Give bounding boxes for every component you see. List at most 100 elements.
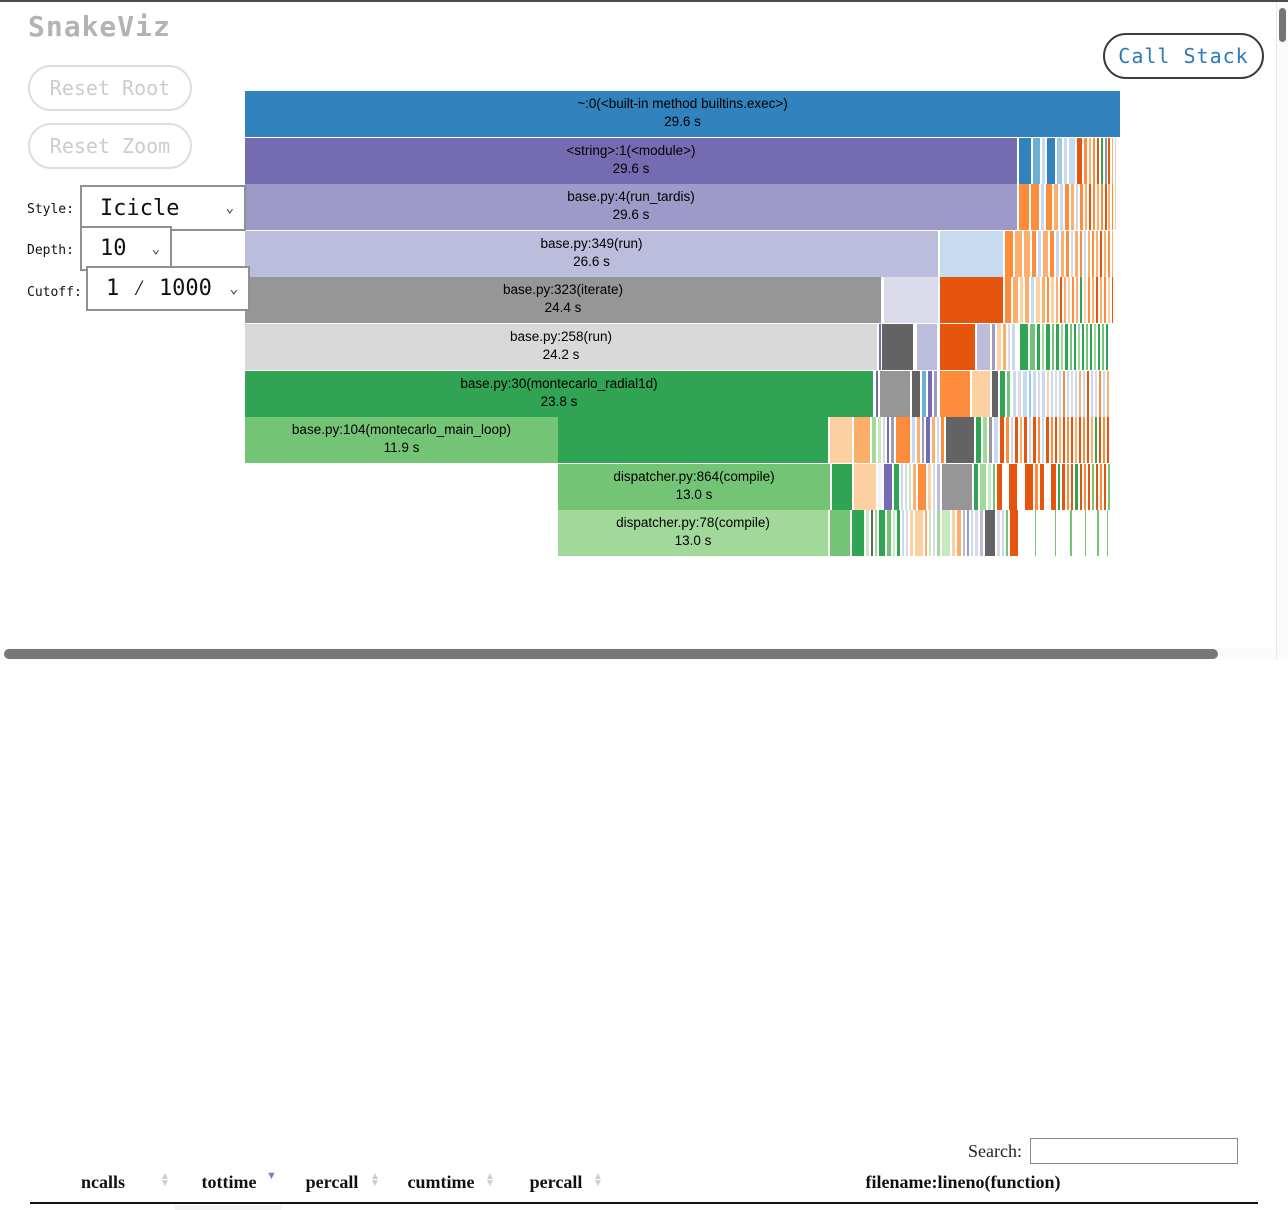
- icicle-cell-fragment[interactable]: [1042, 324, 1044, 370]
- icicle-cell-fragment[interactable]: [942, 464, 972, 510]
- icicle-cell-fragment[interactable]: [994, 417, 998, 463]
- icicle-cell-fragment[interactable]: [1006, 417, 1009, 463]
- icicle-cell-fragment[interactable]: [1112, 184, 1113, 230]
- icicle-cell-fragment[interactable]: [1038, 231, 1041, 277]
- icicle-cell-fragment[interactable]: [1065, 184, 1069, 230]
- icicle-cell-fragment[interactable]: [878, 464, 882, 510]
- icicle-cell-fragment[interactable]: [940, 324, 975, 370]
- icicle-cell[interactable]: dispatcher.py:864(compile) 13.0 s: [558, 464, 830, 510]
- icicle-cell-fragment[interactable]: [1087, 371, 1089, 417]
- icicle-cell-fragment[interactable]: [1005, 231, 1013, 277]
- icicle-cell-fragment[interactable]: [946, 417, 974, 463]
- horizontal-scrollbar-thumb[interactable]: [4, 649, 1218, 659]
- icicle-cell-fragment[interactable]: [1076, 184, 1078, 230]
- icicle-cell-fragment[interactable]: [1107, 510, 1108, 556]
- icicle-cell-fragment[interactable]: [1020, 324, 1028, 370]
- icicle-cell-fragment[interactable]: [1091, 371, 1093, 417]
- icicle-cell-fragment[interactable]: [1084, 277, 1086, 323]
- icicle-cell-fragment[interactable]: [972, 371, 990, 417]
- icicle-cell-fragment[interactable]: [1068, 277, 1070, 323]
- column-header-percall[interactable]: percall: [436, 1167, 676, 1197]
- icicle-cell-fragment[interactable]: [1038, 417, 1040, 463]
- icicle-cell-fragment[interactable]: [902, 510, 904, 556]
- icicle-cell-fragment[interactable]: [1072, 277, 1074, 323]
- icicle-cell-fragment[interactable]: [830, 510, 850, 556]
- icicle-cell-fragment[interactable]: [1075, 417, 1077, 463]
- icicle-cell[interactable]: base.py:104(montecarlo_main_loop) 11.9 s: [245, 417, 558, 463]
- icicle-cell-fragment[interactable]: [1025, 464, 1033, 510]
- icicle-cell-fragment[interactable]: [1108, 277, 1110, 323]
- icicle-cell-fragment[interactable]: [985, 510, 995, 556]
- icicle-cell-fragment[interactable]: [963, 510, 965, 556]
- icicle-cell-fragment[interactable]: [1102, 324, 1104, 370]
- call-stack-button[interactable]: Call Stack: [1103, 33, 1264, 79]
- icicle-cell-fragment[interactable]: [1033, 138, 1040, 184]
- icicle-cell-fragment[interactable]: [1107, 371, 1109, 417]
- icicle-cell-fragment[interactable]: [1075, 371, 1077, 417]
- icicle-cell-fragment[interactable]: [1080, 231, 1082, 277]
- icicle-cell-fragment[interactable]: [1042, 138, 1045, 184]
- icicle-cell-fragment[interactable]: [1029, 371, 1031, 417]
- icicle-cell-fragment[interactable]: [1064, 277, 1066, 323]
- icicle-cell-fragment[interactable]: [974, 464, 978, 510]
- icicle-cell-fragment[interactable]: [1099, 371, 1101, 417]
- icicle-cell-fragment[interactable]: [934, 371, 937, 417]
- icicle-cell-fragment[interactable]: [1076, 277, 1078, 323]
- icicle-cell-fragment[interactable]: [937, 417, 939, 463]
- icicle-cell-fragment[interactable]: [1031, 184, 1039, 230]
- icicle-cell-fragment[interactable]: [1040, 464, 1044, 510]
- icicle-cell-fragment[interactable]: [1024, 231, 1030, 277]
- icicle-cell-fragment[interactable]: [1060, 184, 1063, 230]
- icicle-cell-fragment[interactable]: [980, 510, 983, 556]
- icicle-cell-fragment[interactable]: [1054, 184, 1058, 230]
- icicle-cell-fragment[interactable]: [912, 417, 915, 463]
- icicle-cell-fragment[interactable]: [852, 510, 864, 556]
- icicle-cell-fragment[interactable]: [1013, 371, 1016, 417]
- icicle-cell-fragment[interactable]: [1051, 417, 1053, 463]
- icicle-cell-fragment[interactable]: [992, 324, 995, 370]
- icicle-cell-fragment[interactable]: [1112, 138, 1113, 184]
- icicle-cell-fragment[interactable]: [1067, 371, 1069, 417]
- icicle-cell[interactable]: base.py:349(run) 26.6 s: [245, 231, 938, 277]
- icicle-cell-fragment[interactable]: [1115, 138, 1116, 184]
- icicle-cell-fragment[interactable]: [878, 417, 881, 463]
- icicle-cell-fragment[interactable]: [1015, 417, 1018, 463]
- icicle-cell-fragment[interactable]: [854, 417, 870, 463]
- icicle-cell-fragment[interactable]: [1100, 277, 1102, 323]
- icicle-cell-fragment[interactable]: [1042, 371, 1045, 417]
- icicle-cell-fragment[interactable]: [997, 464, 1002, 510]
- icicle-cell-fragment[interactable]: [1096, 231, 1098, 277]
- icicle-cell-fragment[interactable]: [1071, 184, 1074, 230]
- icicle-cell-fragment[interactable]: [1070, 324, 1072, 370]
- icicle-cell-fragment[interactable]: [1031, 277, 1034, 323]
- icicle-cell-fragment[interactable]: [1080, 184, 1083, 230]
- icicle-cell-fragment[interactable]: [1087, 417, 1089, 463]
- icicle-cell-fragment[interactable]: [1071, 231, 1073, 277]
- icicle-cell-fragment[interactable]: [1097, 184, 1099, 230]
- cutoff-select[interactable]: 1 ⁄ 1000 ⌄: [86, 266, 250, 311]
- icicle-cell-fragment[interactable]: [928, 371, 932, 417]
- icicle-cell-fragment[interactable]: [893, 510, 895, 556]
- icicle-cell-fragment[interactable]: [933, 464, 935, 510]
- icicle-cell-fragment[interactable]: [1069, 138, 1075, 184]
- icicle-cell-fragment[interactable]: [1077, 138, 1082, 184]
- style-select[interactable]: Icicle ⌄: [80, 185, 246, 231]
- icicle-cell-fragment[interactable]: [1051, 464, 1056, 510]
- icicle-cell-fragment[interactable]: [932, 417, 935, 463]
- icicle-cell-fragment[interactable]: [1083, 417, 1085, 463]
- icicle-cell-fragment[interactable]: [997, 510, 1000, 556]
- icicle-cell-fragment[interactable]: [933, 510, 935, 556]
- icicle-cell-fragment[interactable]: [891, 417, 894, 463]
- icicle-cell-fragment[interactable]: [977, 324, 990, 370]
- icicle-cell-fragment[interactable]: [1112, 277, 1113, 323]
- icicle-cell-fragment[interactable]: [993, 464, 995, 510]
- icicle-cell-fragment[interactable]: [1078, 324, 1080, 370]
- icicle-cell-fragment[interactable]: [896, 417, 910, 463]
- icicle-cell-fragment[interactable]: [957, 510, 961, 556]
- icicle-cell-fragment[interactable]: [1094, 324, 1096, 370]
- icicle-cell-fragment[interactable]: [1046, 184, 1052, 230]
- icicle-cell-fragment[interactable]: [887, 510, 891, 556]
- vertical-scrollbar[interactable]: [1276, 2, 1288, 660]
- icicle-cell-fragment[interactable]: [905, 464, 907, 510]
- icicle-cell-fragment[interactable]: [1024, 417, 1027, 463]
